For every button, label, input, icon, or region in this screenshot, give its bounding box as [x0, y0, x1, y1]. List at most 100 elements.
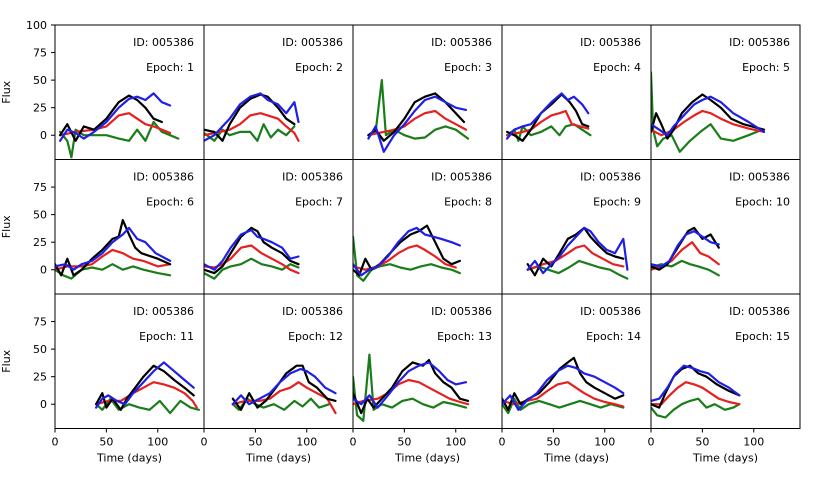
x-axis-label: Time (days)	[245, 452, 311, 465]
series-line-blue	[204, 92, 300, 142]
series-line-black	[502, 356, 625, 411]
x-axis-label: Time (days)	[96, 452, 162, 465]
epoch-annotation: Epoch: 10	[735, 196, 790, 209]
id-annotation: ID: 005386	[431, 36, 492, 49]
y-tick-label: 75	[33, 181, 47, 194]
panel-13-series	[353, 353, 470, 422]
y-tick-label: 75	[33, 316, 47, 329]
panel-11-series	[94, 361, 200, 415]
epoch-annotation: Epoch: 11	[139, 330, 194, 343]
id-annotation: ID: 005386	[133, 36, 194, 49]
series-line-green	[367, 78, 470, 140]
panel-1-series	[58, 92, 180, 159]
series-line-blue	[502, 364, 625, 411]
epoch-annotation: Epoch: 4	[593, 61, 641, 74]
epoch-annotation: Epoch: 1	[146, 61, 194, 74]
y-tick-label: 0	[40, 129, 47, 142]
series-line-blue	[506, 92, 590, 140]
series-line-green	[353, 235, 461, 282]
y-axis-label: Flux	[0, 80, 13, 103]
id-annotation: ID: 005386	[282, 305, 343, 318]
series-line-blue	[231, 367, 337, 406]
panel-4-series	[506, 92, 592, 142]
y-tick-label: 0	[40, 264, 47, 277]
epoch-annotation: Epoch: 15	[735, 330, 790, 343]
x-tick-label: 50	[99, 436, 113, 449]
y-tick-label: 25	[33, 236, 47, 249]
panel-9-series	[526, 226, 629, 280]
x-tick-label: 50	[695, 436, 709, 449]
id-annotation: ID: 005386	[729, 36, 790, 49]
series-line-red	[506, 109, 590, 137]
series-line-blue	[526, 226, 629, 275]
series-line-red	[367, 109, 468, 137]
series-line-blue	[94, 361, 195, 409]
x-tick-label: 100	[594, 436, 615, 449]
epoch-annotation: Epoch: 9	[593, 196, 641, 209]
panel-2-series	[204, 92, 300, 142]
series-line-blue	[651, 95, 766, 137]
panel-3-series	[367, 78, 470, 153]
panel-15-frame	[650, 293, 801, 429]
series-line-blue	[367, 95, 468, 153]
x-tick-label: 50	[248, 436, 262, 449]
epoch-annotation: Epoch: 7	[295, 196, 343, 209]
x-tick-label: 0	[201, 436, 208, 449]
series-line-green	[353, 353, 468, 422]
series-line-blue	[651, 364, 741, 402]
series-line-red	[651, 109, 766, 137]
panel-10-series	[651, 226, 720, 277]
y-tick-label: 25	[33, 371, 47, 384]
id-annotation: ID: 005386	[431, 171, 492, 184]
x-tick-label: 100	[147, 436, 168, 449]
series-line-black	[506, 93, 590, 142]
series-line-green	[651, 71, 764, 153]
x-axis-label: Time (days)	[692, 452, 758, 465]
x-tick-label: 50	[546, 436, 560, 449]
epoch-annotation: Epoch: 3	[444, 61, 492, 74]
series-line-green	[55, 263, 172, 280]
y-axis-label: Flux	[0, 349, 13, 372]
series-line-blue	[353, 226, 461, 277]
y-tick-label: 50	[33, 343, 47, 356]
series-line-black	[651, 364, 741, 409]
x-axis-label: Time (days)	[543, 452, 609, 465]
x-tick-label: 0	[499, 436, 506, 449]
y-tick-label: 50	[33, 74, 47, 87]
series-line-green	[651, 397, 741, 419]
id-annotation: ID: 005386	[580, 171, 641, 184]
y-tick-label: 100	[26, 19, 47, 32]
x-tick-label: 100	[445, 436, 466, 449]
series-line-black	[367, 92, 466, 142]
x-tick-label: 100	[743, 436, 764, 449]
epoch-annotation: Epoch: 8	[444, 196, 492, 209]
series-line-red	[353, 378, 470, 406]
id-annotation: ID: 005386	[729, 305, 790, 318]
series-line-blue	[204, 229, 300, 271]
x-tick-label: 0	[350, 436, 357, 449]
y-tick-label: 50	[33, 209, 47, 222]
series-line-red	[526, 244, 625, 271]
id-annotation: ID: 005386	[580, 36, 641, 49]
series-line-red	[651, 381, 741, 406]
y-axis-label: Flux	[0, 215, 13, 238]
id-annotation: ID: 005386	[282, 171, 343, 184]
id-annotation: ID: 005386	[133, 171, 194, 184]
x-tick-label: 100	[296, 436, 317, 449]
series-line-green	[502, 397, 625, 415]
panel-15-series	[651, 364, 741, 419]
series-line-blue	[651, 230, 720, 268]
series-line-red	[204, 112, 300, 142]
series-line-red	[58, 112, 172, 137]
x-axis-label: Time (days)	[394, 452, 460, 465]
series-line-black	[204, 93, 296, 142]
id-annotation: ID: 005386	[282, 36, 343, 49]
epoch-annotation: Epoch: 6	[146, 196, 194, 209]
series-line-black	[231, 364, 337, 411]
series-line-black	[353, 224, 461, 277]
x-tick-label: 50	[397, 436, 411, 449]
epoch-annotation: Epoch: 5	[742, 61, 790, 74]
series-line-green	[58, 120, 180, 159]
